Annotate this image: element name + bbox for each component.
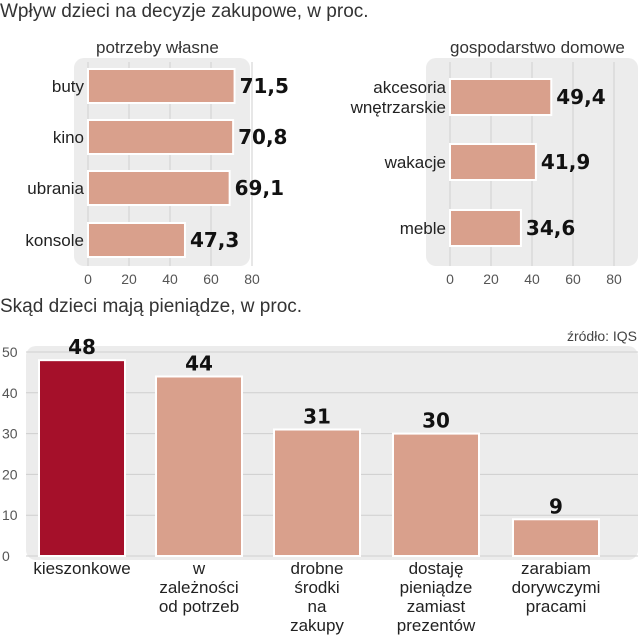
- column-1: [155, 375, 243, 558]
- source-label: źródło: IQS: [566, 328, 637, 344]
- x-tick-label-0-0: 0: [84, 271, 92, 287]
- value-label-0-0: 71,5: [240, 74, 289, 98]
- value-label-1-2: 34,6: [526, 216, 575, 240]
- x-tick-label-0-80: 80: [244, 271, 260, 287]
- x-tick-label-1-40: 40: [524, 271, 540, 287]
- bar-0-1: [87, 119, 235, 155]
- column-value-label-3: 30: [422, 409, 450, 433]
- y-tick-label-50: 50: [2, 344, 18, 360]
- bar-1-2: [449, 209, 522, 247]
- x-tick-label-0-40: 40: [162, 271, 178, 287]
- category-label-0-0: buty: [52, 77, 85, 96]
- column-value-label-0: 48: [68, 335, 96, 359]
- bar-0-2: [87, 170, 231, 206]
- bar-1-0: [449, 78, 553, 116]
- category-label-0-2: ubrania: [27, 179, 84, 198]
- category-label-0-1: kino: [53, 128, 84, 147]
- value-label-0-2: 69,1: [235, 176, 284, 200]
- column-category-label-2: drobne środki na zakupy: [290, 559, 344, 635]
- x-tick-label-1-0: 0: [446, 271, 454, 287]
- column-0: [38, 359, 126, 557]
- x-tick-label-0-60: 60: [203, 271, 219, 287]
- y-tick-label-40: 40: [2, 385, 18, 401]
- column-category-label-4: zarabiam dorywczymi pracami: [512, 559, 601, 616]
- x-tick-label-1-20: 20: [483, 271, 499, 287]
- panel-title-household: gospodarstwo domowe: [450, 38, 625, 57]
- category-label-1-2: meble: [400, 219, 446, 238]
- value-label-0-1: 70,8: [238, 125, 287, 149]
- column-4: [512, 518, 600, 558]
- column-category-label-3: dostaję pieniądze zamiast prezentów: [397, 559, 476, 635]
- chart-title-money-sources: Skąd dzieci mają pieniądze, w proc.: [0, 296, 303, 317]
- column-category-label-1: w zależności od potrzeb: [159, 559, 239, 616]
- value-label-1-0: 49,4: [556, 85, 605, 109]
- value-label-1-1: 41,9: [541, 150, 590, 174]
- y-tick-label-30: 30: [2, 426, 18, 442]
- category-label-0-3: konsole: [25, 231, 84, 250]
- x-tick-label-0-20: 20: [121, 271, 137, 287]
- column-value-label-2: 31: [303, 405, 331, 429]
- panel-bg-0: [74, 58, 250, 266]
- y-tick-label-0: 0: [2, 548, 10, 564]
- x-tick-label-1-80: 80: [606, 271, 622, 287]
- column-category-label-0: kieszonkowe: [33, 559, 130, 578]
- column-value-label-1: 44: [185, 351, 213, 375]
- column-value-label-4: 9: [549, 494, 563, 518]
- x-tick-label-1-60: 60: [565, 271, 581, 287]
- value-label-0-3: 47,3: [190, 228, 239, 252]
- column-3: [392, 432, 480, 558]
- bar-0-0: [87, 68, 236, 104]
- category-label-1-0: akcesoria wnętrzarskie: [350, 78, 447, 117]
- bar-1-1: [449, 143, 537, 181]
- y-tick-label-10: 10: [2, 507, 18, 523]
- chart-title-influence: Wpływ dzieci na decyzje zakupowe, w proc…: [0, 1, 369, 22]
- column-2: [273, 428, 361, 557]
- bar-0-3: [87, 222, 186, 258]
- category-label-1-1: wakacje: [384, 153, 446, 172]
- y-tick-label-20: 20: [2, 466, 18, 482]
- panel-title-own-needs: potrzeby własne: [96, 38, 219, 57]
